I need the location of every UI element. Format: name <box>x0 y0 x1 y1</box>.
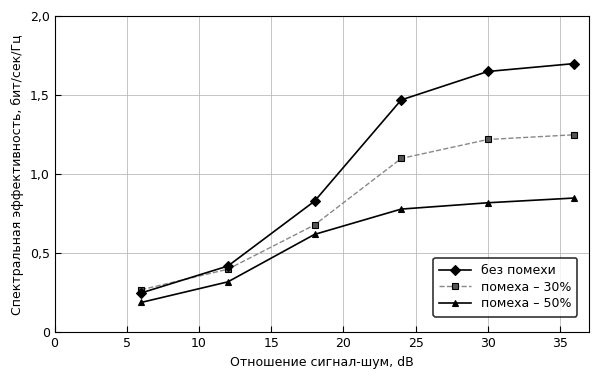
помеха – 30% <box>484 137 491 142</box>
без помехи <box>137 291 145 295</box>
помеха – 50% <box>137 300 145 305</box>
Legend: без помехи, помеха – 30%, помеха – 50%: без помехи, помеха – 30%, помеха – 50% <box>433 258 577 317</box>
помеха – 50% <box>224 280 232 284</box>
помеха – 50% <box>571 196 578 200</box>
Y-axis label: Спектральная эффективность, бит/сек/Гц: Спектральная эффективность, бит/сек/Гц <box>11 34 24 315</box>
Line: помеха – 50%: помеха – 50% <box>138 195 578 306</box>
помеха – 30% <box>137 288 145 292</box>
помеха – 30% <box>571 133 578 137</box>
без помехи <box>224 264 232 268</box>
помеха – 50% <box>398 207 405 211</box>
помеха – 50% <box>484 201 491 205</box>
помеха – 30% <box>224 267 232 271</box>
без помехи <box>398 98 405 102</box>
помеха – 50% <box>311 232 318 237</box>
Line: помеха – 30%: помеха – 30% <box>138 131 578 293</box>
без помехи <box>311 199 318 203</box>
без помехи <box>571 61 578 66</box>
помеха – 30% <box>311 223 318 227</box>
Line: без помехи: без помехи <box>138 60 578 296</box>
помеха – 30% <box>398 156 405 161</box>
X-axis label: Отношение сигнал-шум, dB: Отношение сигнал-шум, dB <box>230 356 413 369</box>
без помехи <box>484 69 491 74</box>
